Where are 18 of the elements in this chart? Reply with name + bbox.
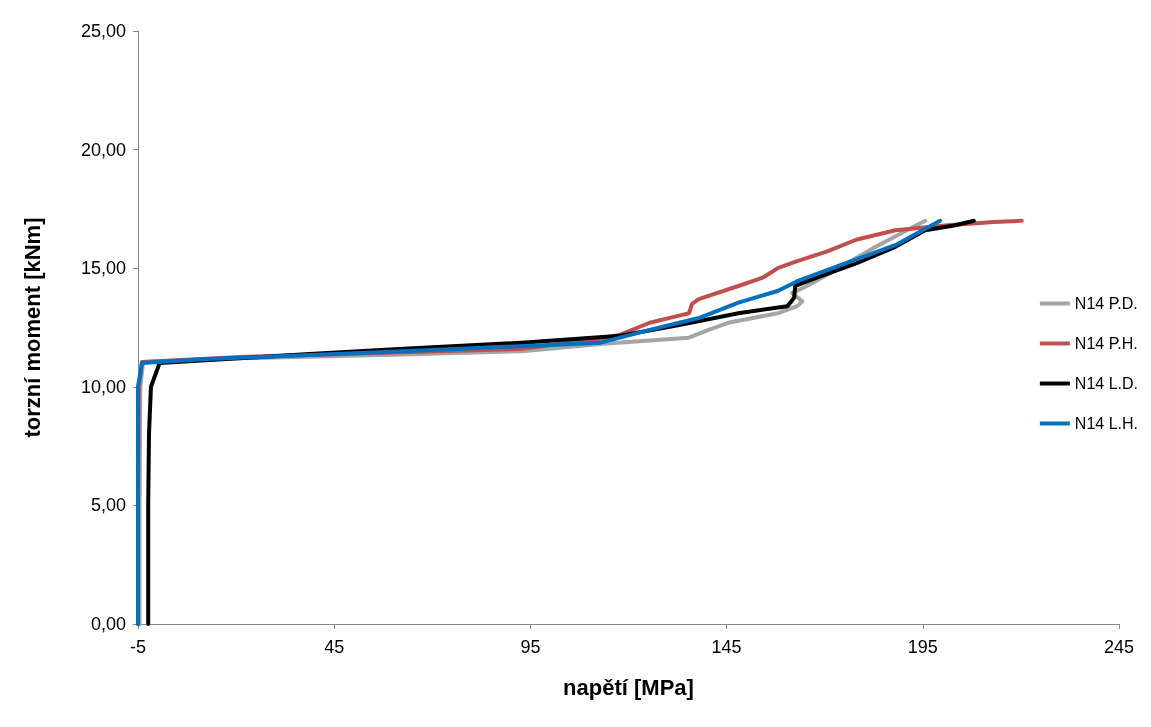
x-tick-label: 245 bbox=[1103, 637, 1135, 657]
y-tick-label: 5,00 bbox=[90, 495, 126, 516]
legend-label: N14 P.D. bbox=[1074, 295, 1138, 312]
y-tick-label: 20,00 bbox=[80, 139, 126, 160]
x-tick-label: 95 bbox=[520, 637, 541, 657]
y-tick-label: 25,00 bbox=[80, 21, 126, 41]
legend-label: N14 L.D. bbox=[1074, 375, 1138, 392]
y-tick-label: 15,00 bbox=[80, 258, 126, 279]
y-axis-title: torzní moment [kNm] bbox=[19, 217, 45, 438]
y-tick-label: 10,00 bbox=[80, 376, 126, 397]
x-tick-label: -5 bbox=[129, 637, 147, 657]
x-tick-label: 145 bbox=[711, 637, 742, 657]
y-tick-label: 0,00 bbox=[90, 614, 126, 634]
x-axis-title: napětí [MPa] bbox=[563, 674, 694, 700]
x-tick-label: 45 bbox=[324, 637, 345, 657]
legend-label: N14 L.H. bbox=[1074, 415, 1138, 432]
legend-label: N14 P.H. bbox=[1074, 335, 1138, 352]
x-tick-label: 195 bbox=[907, 637, 938, 657]
